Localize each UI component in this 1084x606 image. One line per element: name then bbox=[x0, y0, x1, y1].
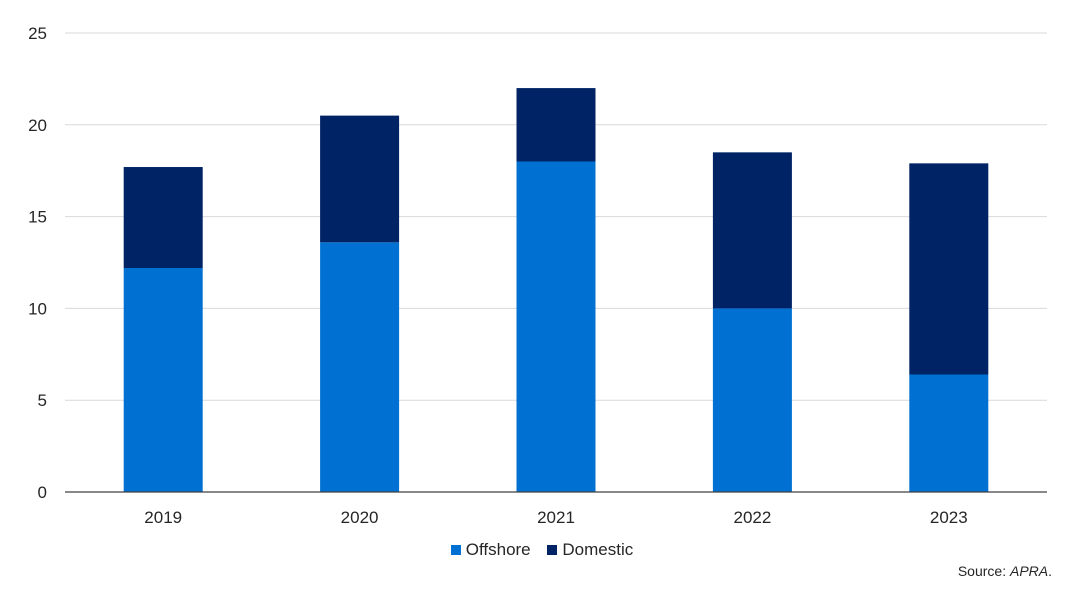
legend-swatch-domestic bbox=[547, 545, 558, 555]
legend-label-offshore: Offshore bbox=[465, 540, 531, 559]
y-tick-label-25: 25 bbox=[28, 24, 47, 43]
x-tick-label-2020: 2020 bbox=[341, 508, 379, 527]
source-note: Source: APRA. bbox=[958, 563, 1052, 579]
legend-item-offshore: Offshore bbox=[450, 540, 531, 560]
stacked-bar-chart: 0 5 10 15 20 25 2019 2020 2021 2022 2023 bbox=[28, 24, 1047, 527]
x-tick-label-2023: 2023 bbox=[930, 508, 968, 527]
x-tick-label-2021: 2021 bbox=[537, 508, 575, 527]
y-tick-label-10: 10 bbox=[28, 299, 47, 318]
bars bbox=[123, 88, 989, 492]
y-tick-label-5: 5 bbox=[38, 391, 47, 410]
x-tick-label-2019: 2019 bbox=[144, 508, 182, 527]
bar-domestic-2021 bbox=[516, 88, 596, 162]
x-axis: 2019 2020 2021 2022 2023 bbox=[65, 491, 1047, 527]
bar-offshore-2019 bbox=[123, 268, 203, 492]
bar-offshore-2021 bbox=[516, 161, 596, 492]
bar-offshore-2022 bbox=[712, 308, 792, 492]
bar-offshore-2023 bbox=[909, 374, 989, 492]
legend-item-domestic: Domestic bbox=[547, 540, 633, 560]
y-tick-label-15: 15 bbox=[28, 208, 47, 227]
bar-domestic-2020 bbox=[320, 115, 400, 243]
y-tick-label-20: 20 bbox=[28, 116, 47, 135]
legend-label-domestic: Domestic bbox=[562, 540, 634, 559]
legend: Offshore Domestic bbox=[0, 540, 1084, 560]
bar-offshore-2020 bbox=[320, 242, 400, 492]
bar-domestic-2019 bbox=[123, 167, 203, 269]
source-name: APRA bbox=[1009, 563, 1049, 579]
source-suffix: . bbox=[1048, 563, 1052, 579]
source-prefix: Source: bbox=[957, 563, 1010, 579]
y-tick-label-0: 0 bbox=[38, 483, 47, 502]
bar-domestic-2022 bbox=[712, 152, 792, 309]
legend-swatch-offshore bbox=[450, 545, 461, 555]
bar-domestic-2023 bbox=[909, 163, 989, 375]
y-axis: 0 5 10 15 20 25 bbox=[28, 24, 47, 502]
x-tick-label-2022: 2022 bbox=[733, 508, 771, 527]
